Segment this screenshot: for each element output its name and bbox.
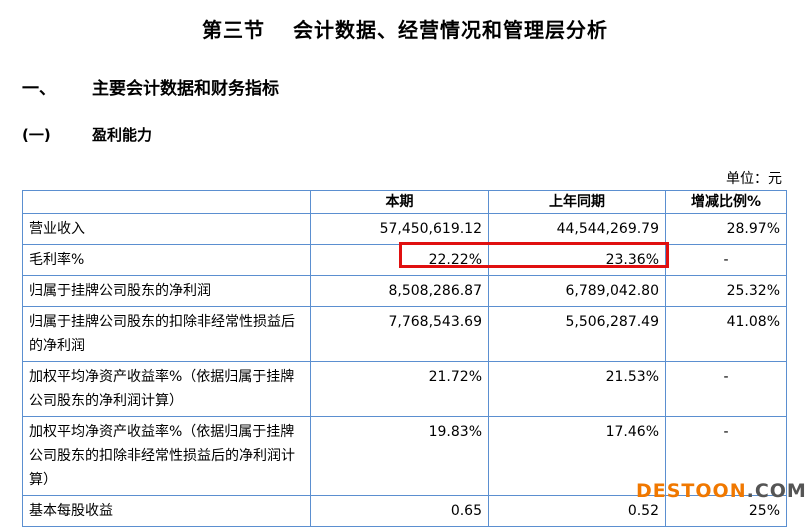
- row-label: 营业收入: [22, 213, 311, 245]
- financial-table: 本期 上年同期 增减比例% 营业收入 57,450,619.12 44,544,26…: [22, 190, 787, 527]
- change-value: 28.97%: [665, 213, 787, 245]
- header-change: 增减比例%: [665, 190, 787, 214]
- header-current: 本期: [310, 190, 489, 214]
- table-row: 归属于挂牌公司股东的净利润 8,508,286.87 6,789,042.80 25.…: [22, 275, 787, 307]
- current-value: 57,450,619.12: [310, 213, 489, 245]
- prior-value: 6,789,042.80: [488, 275, 666, 307]
- page-title: 第三节 会计数据、经营情况和管理层分析: [0, 14, 810, 43]
- change-value: 41.08%: [665, 306, 787, 362]
- change-value: -: [665, 361, 787, 417]
- change-value: -: [665, 244, 787, 276]
- prior-value: 44,544,269.79: [488, 213, 666, 245]
- table-row: 毛利率% 22.22% 23.36% -: [22, 244, 787, 276]
- unit-label: 单位：元: [726, 171, 782, 187]
- watermark-suffix: .COM: [746, 480, 807, 502]
- watermark-main: DESTOON: [636, 480, 747, 502]
- current-value: 0.65: [310, 495, 489, 527]
- section-title: 会计数据、经营情况和管理层分析: [293, 18, 608, 42]
- header-blank: [22, 190, 311, 214]
- prior-value: 21.53%: [488, 361, 666, 417]
- row-label: 基本每股收益: [22, 495, 311, 527]
- row-label: 归属于挂牌公司股东的净利润: [22, 275, 311, 307]
- watermark-logo: DESTOON.COM: [636, 480, 807, 502]
- change-value: 25.32%: [665, 275, 787, 307]
- row-label: 加权平均净资产收益率%（依据归属于挂牌公司股东的净利润计算）: [22, 361, 311, 417]
- highlight-box: [399, 242, 669, 268]
- header-prior: 上年同期: [488, 190, 666, 214]
- current-value: 7,768,543.69: [310, 306, 489, 362]
- heading2-number: (一): [22, 126, 51, 144]
- current-value: 19.83%: [310, 416, 489, 496]
- prior-value: 5,506,287.49: [488, 306, 666, 362]
- row-label: 毛利率%: [22, 244, 311, 276]
- heading2-title: 盈利能力: [92, 126, 153, 144]
- table-row: 归属于挂牌公司股东的扣除非经常性损益后的净利润 7,768,543.69 5,506…: [22, 306, 787, 362]
- current-value: 8,508,286.87: [310, 275, 489, 307]
- table-row: 营业收入 57,450,619.12 44,544,269.79 28.97%: [22, 213, 787, 245]
- current-value: 21.72%: [310, 361, 489, 417]
- heading1-number: 一、: [22, 79, 56, 99]
- table-header: 本期 上年同期 增减比例%: [22, 190, 787, 214]
- heading1-title: 主要会计数据和财务指标: [92, 79, 279, 99]
- table-row: 加权平均净资产收益率%（依据归属于挂牌公司股东的净利润计算） 21.72% 21.5…: [22, 361, 787, 417]
- row-label: 加权平均净资产收益率%（依据归属于挂牌公司股东的扣除非经常性损益后的净利润计算）: [22, 416, 311, 496]
- section-number: 第三节: [202, 18, 265, 42]
- row-label: 归属于挂牌公司股东的扣除非经常性损益后的净利润: [22, 306, 311, 362]
